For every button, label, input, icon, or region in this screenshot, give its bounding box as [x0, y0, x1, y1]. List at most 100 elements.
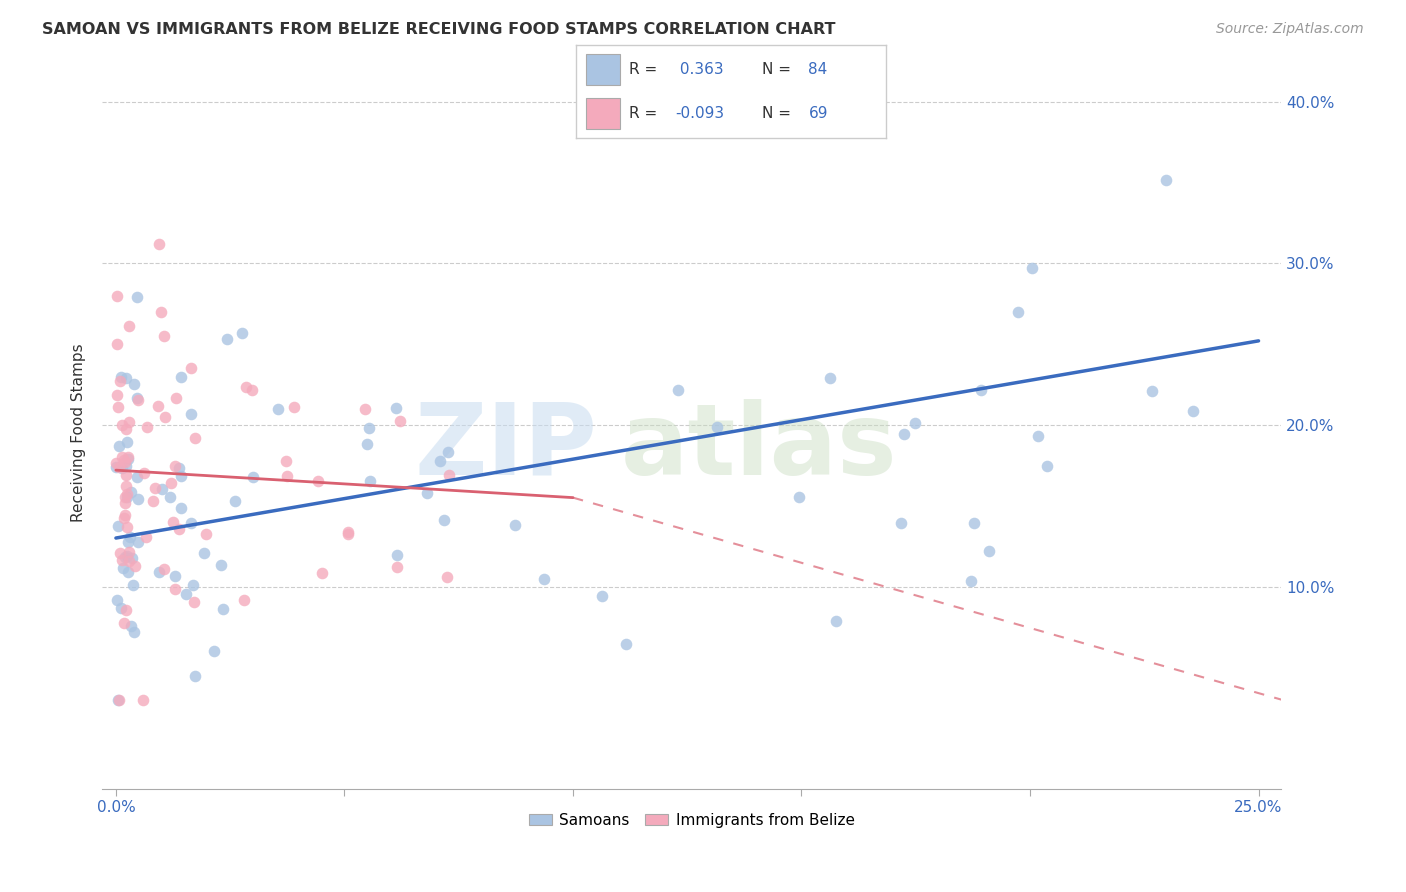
- Point: [163, 569, 186, 583]
- Point: [169, 370, 191, 384]
- Point: [118, 553, 141, 567]
- Point: [167, 461, 190, 475]
- Point: [311, 566, 333, 580]
- Point: [387, 560, 409, 574]
- Point: [165, 459, 187, 474]
- Legend: Samoans, Immigrants from Belize: Samoans, Immigrants from Belize: [523, 807, 860, 834]
- Point: [112, 511, 135, 525]
- Point: [174, 587, 197, 601]
- Point: [706, 419, 728, 434]
- Point: [267, 402, 290, 417]
- Point: [231, 326, 253, 340]
- Point: [170, 500, 193, 515]
- Point: [115, 603, 138, 617]
- Point: [180, 408, 202, 422]
- Text: 69: 69: [808, 106, 828, 121]
- Point: [118, 416, 141, 430]
- Point: [1007, 304, 1029, 318]
- Point: [170, 468, 193, 483]
- Point: [115, 487, 138, 501]
- Point: [503, 518, 526, 533]
- Point: [120, 619, 142, 633]
- Point: [142, 494, 165, 508]
- Point: [114, 455, 136, 469]
- Point: [202, 644, 225, 658]
- Text: N =: N =: [762, 62, 792, 78]
- Point: [357, 421, 380, 435]
- Point: [614, 637, 637, 651]
- Point: [143, 481, 166, 495]
- Point: [977, 544, 1000, 558]
- Bar: [586, 54, 620, 85]
- Point: [787, 490, 810, 504]
- Point: [1026, 428, 1049, 442]
- Point: [276, 469, 298, 483]
- Point: [167, 522, 190, 536]
- Point: [108, 692, 131, 706]
- Point: [107, 400, 129, 414]
- Point: [112, 453, 135, 467]
- Text: R =: R =: [628, 62, 657, 78]
- Point: [307, 474, 329, 488]
- Point: [134, 530, 156, 544]
- Point: [893, 426, 915, 441]
- Point: [233, 593, 256, 607]
- Point: [146, 399, 169, 413]
- Point: [180, 360, 202, 375]
- Point: [359, 474, 381, 488]
- Point: [117, 549, 139, 564]
- Point: [108, 546, 131, 560]
- Text: R =: R =: [628, 106, 657, 121]
- Point: [117, 450, 139, 464]
- Point: [122, 376, 145, 391]
- Point: [127, 392, 149, 407]
- Point: [111, 450, 134, 464]
- Point: [184, 431, 207, 445]
- Point: [159, 491, 181, 505]
- Point: [111, 561, 134, 575]
- Point: [283, 401, 305, 415]
- Point: [115, 479, 138, 493]
- Point: [825, 614, 848, 628]
- Point: [592, 589, 614, 603]
- Text: 0.363: 0.363: [675, 62, 724, 78]
- Point: [184, 669, 207, 683]
- Point: [433, 513, 456, 527]
- Point: [209, 558, 232, 573]
- Point: [1142, 384, 1164, 398]
- Point: [127, 492, 149, 507]
- Point: [115, 467, 138, 482]
- Text: -0.093: -0.093: [675, 106, 724, 121]
- Point: [121, 550, 143, 565]
- Point: [112, 615, 135, 630]
- Point: [150, 482, 173, 496]
- Point: [105, 289, 128, 303]
- Point: [120, 484, 142, 499]
- Text: 84: 84: [808, 62, 828, 78]
- Point: [114, 496, 136, 510]
- Point: [127, 535, 149, 549]
- Point: [356, 437, 378, 451]
- Point: [117, 534, 139, 549]
- Point: [107, 692, 129, 706]
- Point: [115, 371, 138, 385]
- Point: [132, 692, 155, 706]
- Point: [135, 419, 157, 434]
- Point: [224, 494, 246, 508]
- Point: [111, 553, 134, 567]
- Point: [105, 457, 128, 471]
- Point: [215, 332, 238, 346]
- Point: [118, 530, 141, 544]
- Point: [160, 476, 183, 491]
- Point: [436, 445, 458, 459]
- Point: [162, 515, 184, 529]
- Point: [163, 582, 186, 597]
- Point: [124, 624, 146, 639]
- Point: [429, 454, 451, 468]
- Text: N =: N =: [762, 106, 792, 121]
- Point: [963, 516, 986, 530]
- Point: [416, 486, 439, 500]
- Point: [276, 453, 298, 467]
- Point: [437, 468, 460, 483]
- Point: [107, 459, 129, 474]
